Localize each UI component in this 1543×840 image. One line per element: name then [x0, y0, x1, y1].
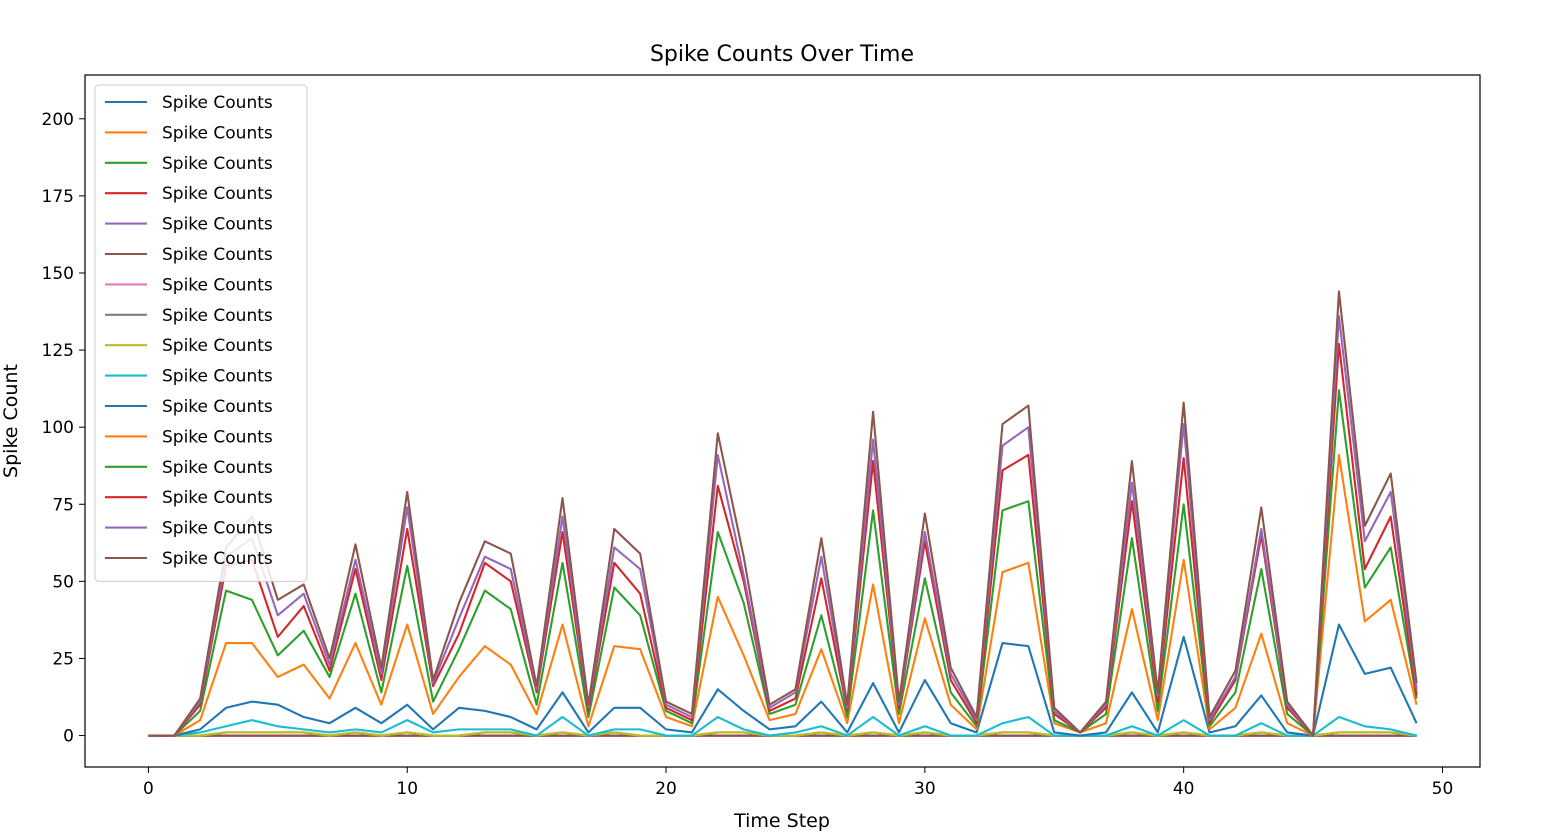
legend-label: Spike Counts: [162, 245, 273, 265]
legend-label: Spike Counts: [162, 275, 273, 295]
series-line-11: [148, 623, 1418, 737]
y-tick-label: 100: [42, 418, 74, 438]
y-tick-label: 75: [52, 495, 74, 515]
chart-title: Spike Counts Over Time: [650, 42, 914, 67]
x-axis-label: Time Step: [733, 810, 830, 832]
legend-label: Spike Counts: [162, 93, 273, 113]
legend-label: Spike Counts: [162, 123, 273, 143]
legend-box: [94, 84, 308, 582]
legend-label: Spike Counts: [162, 184, 273, 204]
y-tick-label: 200: [42, 110, 74, 130]
y-axis-ticks: 0 25 50 75 100 125 150 175 200: [42, 110, 85, 747]
y-tick-label: 25: [52, 649, 74, 669]
y-tick-label: 175: [42, 187, 74, 207]
legend-label: Spike Counts: [162, 306, 273, 326]
series-line-10: [148, 715, 1417, 737]
x-axis-ticks: 0 10 20 30 40 50: [143, 767, 1453, 799]
legend-label: Spike Counts: [162, 458, 273, 478]
y-tick-label: 50: [52, 572, 74, 592]
x-tick-label: 30: [914, 779, 936, 799]
x-tick-label: 0: [143, 779, 154, 799]
y-axis-label: Spike Count: [0, 364, 22, 478]
plot-frame: [84, 74, 1481, 768]
legend-label: Spike Counts: [162, 488, 273, 508]
y-tick-label: 150: [42, 264, 74, 284]
legend: Spike Counts Spike Counts Spike Counts Spik…: [94, 84, 308, 582]
y-tick-label: 0: [63, 727, 74, 747]
y-tick-label: 125: [42, 341, 74, 361]
legend-label: Spike Counts: [162, 397, 273, 417]
legend-label: Spike Counts: [162, 427, 273, 447]
x-tick-label: 40: [1173, 779, 1195, 799]
legend-label: Spike Counts: [162, 367, 273, 387]
legend-label: Spike Counts: [162, 519, 273, 539]
legend-label: Spike Counts: [162, 154, 273, 174]
legend-label: Spike Counts: [162, 549, 273, 569]
series-line-9: [148, 731, 1417, 737]
x-tick-label: 20: [655, 779, 677, 799]
legend-label: Spike Counts: [162, 215, 273, 235]
series-line-16: [148, 290, 1418, 737]
plot-lines: [148, 290, 1418, 737]
legend-label: Spike Counts: [162, 336, 273, 356]
x-tick-label: 10: [396, 779, 418, 799]
x-tick-label: 50: [1432, 779, 1454, 799]
series-line-12: [148, 453, 1418, 737]
